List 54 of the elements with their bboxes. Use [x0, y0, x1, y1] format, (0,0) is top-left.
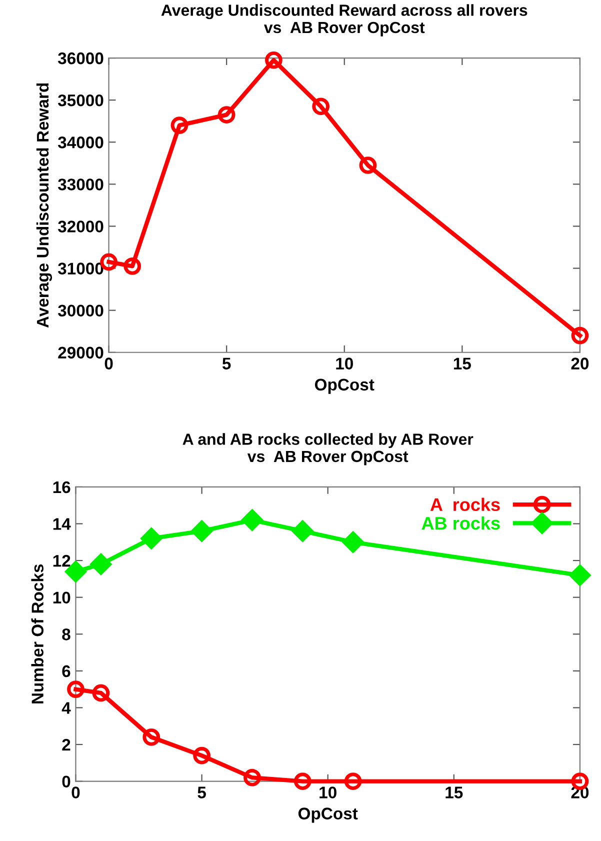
- point: [359, 156, 377, 174]
- point: [191, 520, 212, 542]
- chart-title: Average Undiscounted Reward across all rovers vs AB Rover OpCost: [161, 4, 528, 36]
- point: [571, 326, 589, 344]
- y-tick-label: 0: [62, 776, 70, 788]
- y-tick-label: 16: [53, 481, 70, 494]
- y-tick-label: 36000: [58, 52, 104, 64]
- y-tick-label: 35000: [58, 94, 104, 106]
- x-tick-label: 15: [454, 358, 471, 370]
- y-axis-title: Number Of Rocks: [31, 564, 44, 704]
- point: [244, 768, 261, 786]
- point: [92, 684, 110, 702]
- legend-label: AB rocks: [422, 516, 500, 530]
- point: [90, 554, 112, 575]
- point: [292, 520, 314, 542]
- point: [218, 106, 236, 124]
- legend-label: A rocks: [430, 498, 500, 512]
- y-tick-label: 30000: [58, 304, 104, 317]
- point: [142, 728, 160, 746]
- x-tick-label: 5: [198, 786, 206, 798]
- y-tick-label: 4: [62, 702, 71, 714]
- point: [124, 257, 142, 275]
- x-tick-label: 10: [336, 358, 353, 370]
- point: [344, 772, 362, 790]
- point: [312, 98, 330, 116]
- y-tick-label: 32000: [58, 220, 104, 232]
- y-tick-label: 10: [53, 592, 70, 604]
- y-tick-label: 29000: [58, 346, 104, 359]
- y-tick-label: 8: [62, 628, 70, 640]
- y-tick-label: 34000: [58, 136, 104, 148]
- point: [569, 564, 591, 586]
- y-tick-label: 6: [62, 665, 70, 678]
- point: [170, 116, 188, 134]
- chart-title: A and AB rocks collected by AB Rover vs AB Rover OpCost: [182, 433, 474, 466]
- x-tick-label: 5: [222, 358, 231, 370]
- point: [193, 746, 210, 764]
- x-axis-title: OpCost: [314, 378, 374, 394]
- x-tick-label: 15: [446, 786, 463, 798]
- y-tick-label: 33000: [58, 178, 104, 190]
- x-tick-label: 0: [104, 358, 113, 370]
- x-tick-label: 20: [571, 358, 589, 370]
- y-tick-label: 14: [53, 518, 71, 530]
- y-axis-title: Average Undiscounted Reward: [36, 83, 52, 328]
- point: [342, 532, 364, 553]
- point: [265, 51, 282, 69]
- point: [242, 509, 263, 531]
- point: [294, 772, 312, 790]
- point: [140, 528, 162, 550]
- x-axis-title: OpCost: [298, 808, 358, 823]
- y-tick-label: 12: [53, 554, 70, 567]
- y-tick-label: 2: [62, 738, 70, 751]
- point: [67, 680, 84, 698]
- y-tick-label: 31000: [58, 262, 104, 275]
- x-tick-label: 10: [320, 786, 336, 798]
